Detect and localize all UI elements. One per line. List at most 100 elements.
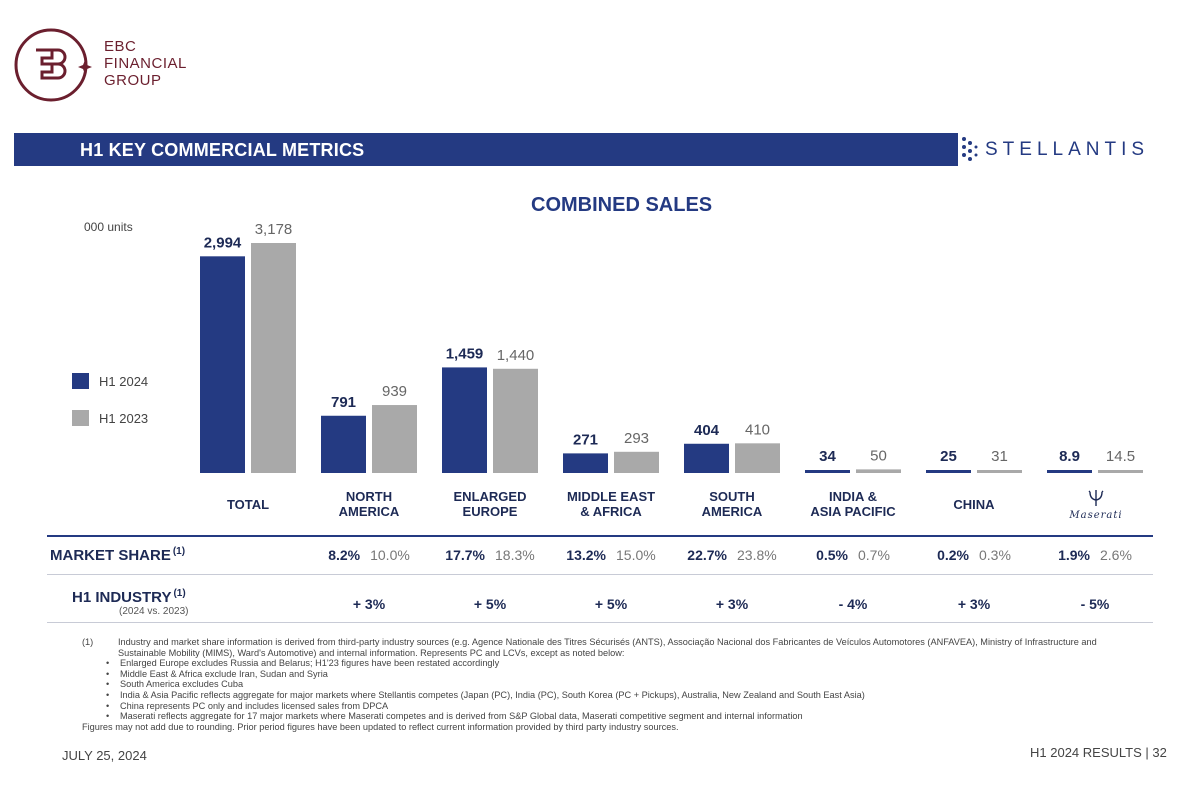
data-label-h1-2023-middle-east-africa: 293 [624,430,649,447]
market-share-cell: 8.2% 10.0% [309,547,429,563]
bar-h1-2024-maserati [1047,470,1092,473]
market-share-label-text: MARKET SHARE [50,547,171,564]
bar-h1-2024-total [200,256,245,473]
market-share-cell: 13.2% 15.0% [551,547,671,563]
category-label-india-asia-pacific: INDIA & ASIA PACIFIC [793,489,913,519]
footnote-bullet: China represents PC only and includes li… [106,701,1142,712]
market-share-cell: 1.9% 2.6% [1035,547,1155,563]
bar-h1-2023-india-asia-pacific [856,469,901,473]
market-share-cell: 0.2% 0.3% [914,547,1034,563]
trident-icon [1088,490,1104,506]
legend-item-h1-2024: H1 2024 [72,373,148,389]
category-label-line: CHINA [953,497,995,512]
data-label-h1-2023-india-asia-pacific: 50 [870,447,887,464]
market-share-2023: 10.0% [370,547,410,563]
data-label-h1-2024-north-america: 791 [331,394,356,411]
table-top-rule [47,535,1153,537]
data-label-h1-2024-south-america: 404 [694,422,720,439]
bar-h1-2024-middle-east-africa [563,453,608,473]
category-label-north-america: NORTH AMERICA [309,489,429,519]
data-label-h1-2023-north-america: 939 [382,383,407,400]
category-label-maserati: Maserati [1036,489,1156,521]
market-share-2024: 0.2% [937,547,969,563]
data-label-h1-2023-south-america: 410 [745,421,770,438]
industry-label-text: H1 INDUSTRY [72,589,172,606]
category-label-line: INDIA & [829,489,877,504]
data-label-h1-2024-total: 2,994 [204,234,242,251]
footnote-bullet: Middle East & Africa exclude Iran, Sudan… [106,669,1142,680]
category-label-south-america: SOUTH AMERICA [672,489,792,519]
table-mid-rule [47,574,1153,575]
ebc-line-1: EBC [104,38,137,55]
bar-h1-2023-enlarged-europe [493,368,538,473]
data-label-h1-2023-total: 3,178 [255,221,293,238]
bar-h1-2023-total [251,243,296,473]
maserati-wordmark: Maserati [1069,510,1123,521]
ebc-line-3: GROUP [104,72,162,89]
bar-h1-2024-china [926,470,971,473]
market-share-2023: 23.8% [737,547,777,563]
footnote-text: Industry and market share information is… [118,637,1097,658]
market-share-2023: 15.0% [616,547,656,563]
category-label-line: MIDDLE EAST [566,489,656,504]
data-label-h1-2024-china: 25 [940,448,957,465]
page-title: H1 KEY COMMERCIAL METRICS [80,140,365,160]
footnote-bullet: South America excludes Cuba [106,679,1142,690]
bar-h1-2024-south-america [684,443,729,473]
bar-h1-2024-north-america [321,415,366,473]
footnote-bullets: Enlarged Europe excludes Russia and Bela… [82,658,1142,722]
market-share-2023: 2.6% [1100,547,1132,563]
market-share-2024: 1.9% [1058,547,1090,563]
footnote-bullet: India & Asia Pacific reflects aggregate … [106,690,1142,701]
industry-cell: + 5% [473,596,507,612]
category-label-line: NORTH [345,489,393,504]
category-label-line: ENLARGED [453,489,527,504]
category-label-line: AMERICA [701,504,763,519]
bar-h1-2023-south-america [735,443,780,473]
table-bottom-rule [47,622,1153,623]
category-label-middle-east-africa: MIDDLE EAST & AFRICA [551,489,671,519]
header-band [14,133,958,166]
market-share-2024: 8.2% [328,547,361,563]
footnotes: (1) Industry and market share informatio… [82,637,1142,732]
market-share-2024: 22.7% [687,547,727,563]
footer-date: JULY 25, 2024 [62,748,147,763]
stellantis-logo: STELLANTIS [985,139,1150,160]
market-share-2023: 18.3% [495,547,535,563]
data-label-h1-2023-enlarged-europe: 1,440 [497,347,535,364]
market-share-cell: 17.7% 18.3% [430,547,550,563]
market-share-note: (1) [172,546,186,557]
market-share-cell: 22.7% 23.8% [672,547,792,563]
market-share-label: MARKET SHARE (1) [50,546,185,564]
industry-cell: - 5% [1080,596,1110,612]
market-share-2024: 13.2% [566,547,606,563]
industry-cell: + 3% [957,596,991,612]
data-label-h1-2024-maserati: 8.9 [1059,448,1080,465]
ebc-wordmark: EBC FINANCIAL GROUP [104,38,187,89]
bar-h1-2023-north-america [372,405,417,473]
category-label-china: CHINA [914,497,1034,512]
category-label-line: AMERICA [338,504,400,519]
footer-page-number: H1 2024 RESULTS | 32 [1030,745,1167,760]
industry-cell: + 3% [715,596,749,612]
category-label-line: SOUTH [709,489,755,504]
category-label-total: TOTAL [188,497,308,512]
footnote-bullet: Maserati reflects aggregate for 17 major… [106,711,1142,722]
bar-h1-2024-india-asia-pacific [805,470,850,473]
data-label-h1-2024-middle-east-africa: 271 [573,431,598,448]
bar-h1-2024-enlarged-europe [442,367,487,473]
legend-label: H1 2024 [99,373,149,389]
market-share-2024: 0.5% [816,547,848,563]
legend-swatch [72,410,89,426]
chart-title: COMBINED SALES [531,194,713,216]
industry-sub-label: (2024 vs. 2023) [119,606,189,617]
footnote-number: (1) [82,637,94,647]
category-label-enlarged-europe: ENLARGED EUROPE [430,489,550,519]
category-label-line: EUROPE [462,504,518,519]
data-label-h1-2024-india-asia-pacific: 34 [819,448,836,465]
industry-cell: + 3% [352,596,386,612]
industry-cell: - 4% [838,596,868,612]
ebc-logo [14,28,92,102]
data-label-h1-2023-china: 31 [991,448,1008,465]
